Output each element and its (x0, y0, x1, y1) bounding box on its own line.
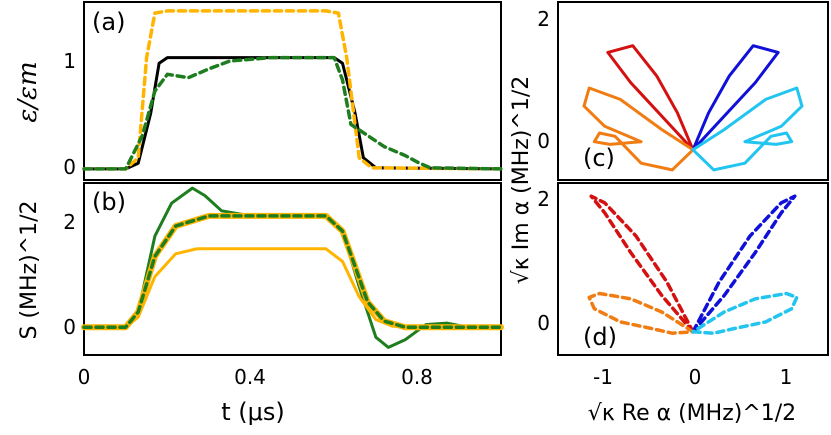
panel-b-frame (83, 182, 502, 356)
panel-d-frame (557, 182, 829, 356)
series-d-2 (587, 291, 695, 335)
right-y-axis-label: √κ Im α (MHz)^1/2 (509, 76, 534, 284)
x-tick-2: 0.8 (401, 365, 433, 389)
b-y-tick-2: 2 (63, 210, 76, 234)
series-b-0 (82, 186, 503, 349)
a-y-tick-1: 1 (63, 49, 76, 73)
panel-c-frame (557, 1, 829, 181)
panel-label-d: (d) (583, 323, 617, 351)
series-d-3 (691, 291, 799, 335)
x-tick-0: 0 (78, 365, 91, 389)
plot-layer (81, 9, 804, 349)
series-c-3 (691, 86, 804, 172)
right-x-tick-1: 1 (780, 365, 793, 389)
series-d-1 (691, 194, 797, 334)
panel-label-a: (a) (92, 8, 125, 36)
d-y-tick-0: 0 (537, 311, 550, 335)
b-y-tick-0: 0 (63, 315, 76, 339)
series-b-3 (82, 214, 503, 329)
series-a-2 (82, 55, 503, 171)
panel-label-b: (b) (92, 188, 126, 216)
right-x-tick-neg1: -1 (593, 365, 613, 389)
a-y-tick-0: 0 (63, 155, 76, 179)
panel-a-frame (83, 1, 502, 181)
series-c-2 (582, 86, 695, 172)
panel-label-c: (c) (583, 144, 615, 172)
c-y-tick-0: 0 (537, 129, 550, 153)
x-tick-1: 0.4 (234, 365, 266, 389)
series-a-0 (82, 56, 503, 171)
x-axis-label-left: t (μs) (221, 398, 285, 426)
c-y-tick-2: 2 (537, 7, 550, 31)
d-y-tick-2: 2 (537, 187, 550, 211)
right-x-tick-0: 0 (689, 365, 702, 389)
series-a-1 (82, 9, 503, 171)
right-x-axis-label: √κ Re α (MHz)^1/2 (588, 401, 796, 426)
series-c-1 (691, 44, 780, 152)
a-y-axis-label: ε/εm (13, 61, 43, 122)
b-y-axis-label: S (MHz)^1/2 (17, 200, 42, 339)
series-d-0 (589, 194, 695, 334)
series-c-0 (606, 44, 695, 152)
